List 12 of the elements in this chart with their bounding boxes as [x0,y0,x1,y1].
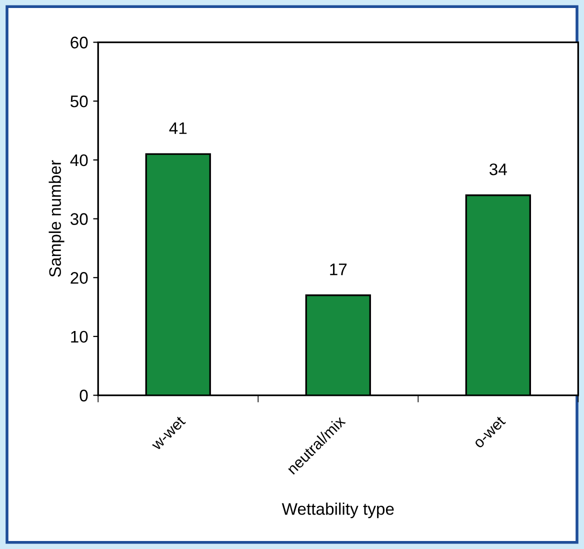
y-tick-label: 50 [70,96,88,108]
y-tick-label: 20 [70,272,88,284]
data-label: 41 [169,122,187,134]
y-tick-label: 10 [71,330,88,343]
y-tick-label: 40 [70,154,88,166]
y-tick-label: 30 [70,213,88,225]
y-axis-title: Sample number [48,160,64,277]
y-tick-label: 0 [80,390,88,402]
data-label: 17 [330,264,347,276]
data-label: 34 [490,163,507,176]
x-axis-title: Wettability type [282,502,394,518]
y-tick-label: 60 [70,36,88,48]
